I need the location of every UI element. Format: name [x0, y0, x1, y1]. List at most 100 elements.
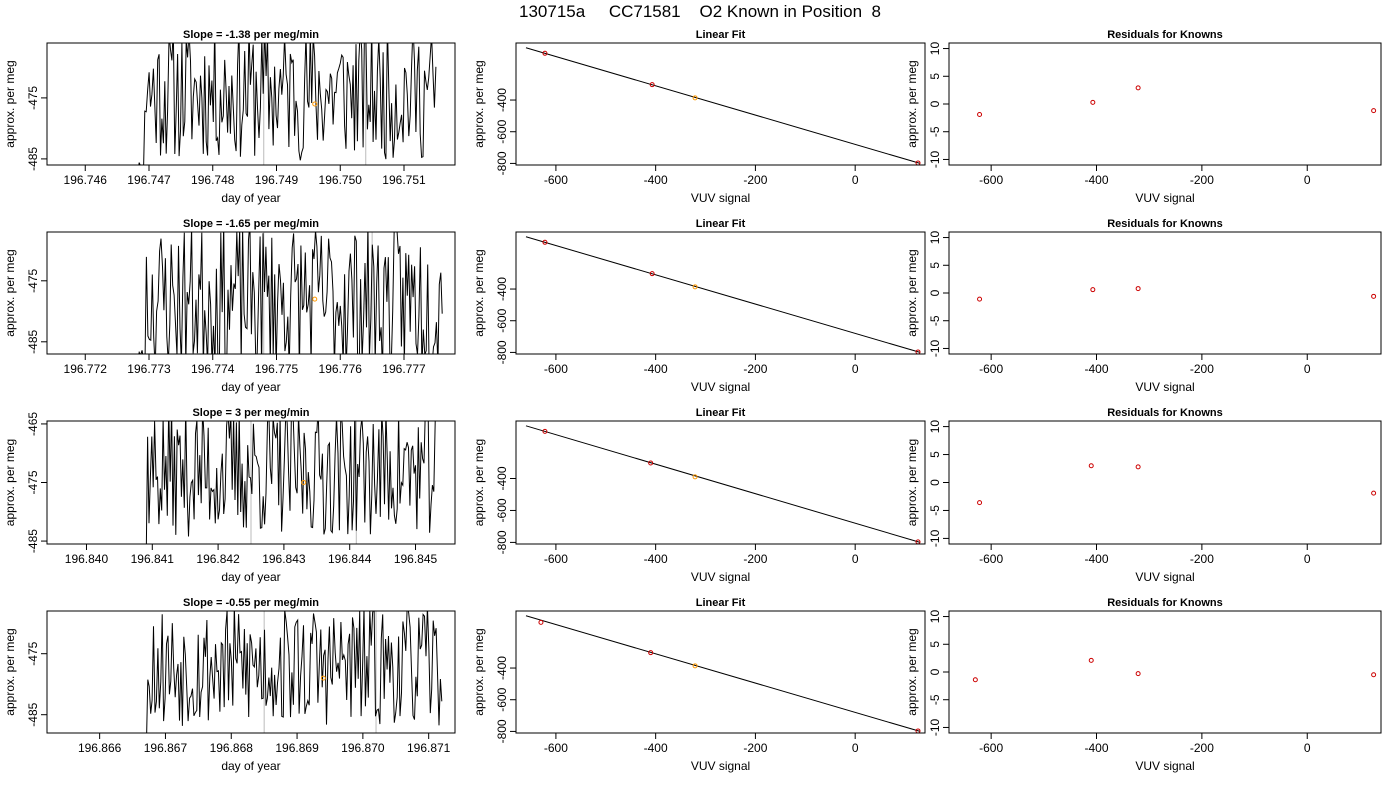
fit-line: [525, 425, 921, 543]
data-point: [692, 663, 698, 669]
data-point: [1135, 286, 1141, 292]
y-tick-label: 5: [928, 451, 942, 458]
x-tick-label: 196.772: [64, 362, 108, 376]
panel-2-1: Slope = -1.65 per meg/min day of year appr…: [3, 218, 456, 394]
x-axis-label: VUV signal: [691, 191, 750, 205]
x-tick-label: -600: [544, 362, 568, 376]
y-tick-label: -800: [495, 340, 509, 364]
x-tick-label: -400: [644, 173, 668, 187]
x-tick-label: -200: [1190, 173, 1214, 187]
data-point: [542, 50, 548, 56]
x-tick-label: -600: [979, 362, 1003, 376]
y-tick-label: -5: [928, 505, 942, 516]
x-axis-label: VUV signal: [1135, 380, 1194, 394]
panel-4-2: Linear Fit VUV signal approx. per meg -600 -…: [472, 597, 926, 773]
x-tick-label: 196.776: [319, 362, 363, 376]
plot-area: [145, 421, 436, 544]
x-tick-label: 196.840: [65, 552, 109, 566]
y-axis-label: approx. per meg: [3, 60, 17, 147]
data-point: [977, 112, 983, 118]
y-tick-label: -400: [495, 656, 509, 680]
x-tick-label: -200: [1190, 552, 1214, 566]
x-tick-label: -400: [1084, 552, 1108, 566]
fit-line: [525, 47, 921, 164]
data-trace: [145, 421, 436, 544]
y-tick-label: 5: [928, 641, 942, 648]
x-tick-label: 196.844: [328, 552, 372, 566]
y-tick-label: -475: [26, 641, 40, 665]
panel-frame: [948, 420, 1382, 545]
data-point: [972, 677, 978, 683]
x-tick-label: -200: [743, 362, 767, 376]
highlight-point: [312, 101, 318, 107]
y-tick-label: 0: [928, 479, 942, 486]
y-axis-label: approx. per meg: [905, 628, 919, 715]
x-axis-label: VUV signal: [1135, 191, 1194, 205]
plot-area: [525, 47, 921, 165]
x-tick-label: -600: [544, 741, 568, 755]
panel-1-2: Linear Fit VUV signal approx. per meg -600 -…: [472, 29, 926, 205]
panel-frame: [515, 231, 926, 355]
y-axis-label: approx. per meg: [472, 60, 486, 147]
panel-frame: [515, 42, 926, 166]
panel-title: Slope = -0.55 per meg/min: [183, 597, 319, 609]
x-tick-label: 196.749: [255, 173, 299, 187]
x-tick-label: -400: [1084, 741, 1108, 755]
y-axis-label: approx. per meg: [3, 439, 17, 526]
y-tick-label: -5: [928, 694, 942, 705]
x-axis-label: day of year: [221, 191, 280, 205]
data-point: [1135, 464, 1141, 470]
data-point: [1088, 657, 1094, 663]
y-tick-label: -10: [928, 339, 942, 357]
y-tick-label: -400: [495, 466, 509, 490]
panel-title: Slope = 3 per meg/min: [192, 407, 309, 419]
plot-area: [138, 232, 443, 354]
x-axis-label: VUV signal: [1135, 759, 1194, 773]
y-tick-label: 10: [928, 231, 942, 245]
plot-area: [525, 425, 921, 544]
data-trace: [146, 611, 443, 733]
y-tick-label: 0: [928, 289, 942, 296]
plot-area: [138, 43, 437, 165]
x-tick-label: -200: [743, 552, 767, 566]
plot-area: [977, 85, 1377, 118]
x-tick-label: -600: [979, 741, 1003, 755]
y-tick-label: -400: [495, 88, 509, 112]
y-axis-label: approx. per meg: [472, 628, 486, 715]
panel-4-1: Slope = -0.55 per meg/min day of year appr…: [3, 597, 456, 773]
x-axis-label: VUV signal: [1135, 570, 1194, 584]
y-tick-label: -485: [26, 702, 40, 726]
y-tick-label: -600: [495, 498, 509, 522]
y-tick-label: 0: [928, 100, 942, 107]
x-tick-label: 196.845: [394, 552, 438, 566]
x-tick-label: 0: [852, 173, 859, 187]
y-tick-label: -485: [26, 529, 40, 553]
data-point: [977, 500, 983, 506]
x-tick-label: 196.746: [64, 173, 108, 187]
panel-frame: [948, 42, 1382, 166]
panel-title: Linear Fit: [696, 29, 746, 41]
y-tick-label: -800: [495, 719, 509, 743]
panel-3-3: Residuals for Knowns VUV signal approx. pe…: [905, 407, 1382, 584]
panel-title: Linear Fit: [696, 218, 746, 230]
data-point: [692, 284, 698, 290]
x-tick-label: 196.773: [127, 362, 171, 376]
y-tick-label: -475: [26, 268, 40, 292]
panel-title: Linear Fit: [696, 597, 746, 609]
plot-area: [977, 463, 1377, 506]
data-point: [649, 82, 655, 88]
panel-frame: [46, 42, 456, 166]
x-tick-label: -400: [1084, 173, 1108, 187]
x-tick-label: 196.748: [191, 173, 235, 187]
panel-3-2: Linear Fit VUV signal approx. per meg -600 -…: [472, 407, 926, 584]
y-axis-label: approx. per meg: [905, 60, 919, 147]
y-tick-label: -600: [495, 119, 509, 143]
x-tick-label: 196.842: [196, 552, 240, 566]
y-axis-label: approx. per meg: [905, 439, 919, 526]
y-axis-label: approx. per meg: [472, 439, 486, 526]
data-point: [692, 95, 698, 101]
panel-1-3: Residuals for Knowns VUV signal approx. pe…: [905, 29, 1382, 205]
y-tick-label: -10: [928, 718, 942, 736]
y-tick-label: -800: [495, 530, 509, 554]
y-tick-label: -600: [495, 687, 509, 711]
